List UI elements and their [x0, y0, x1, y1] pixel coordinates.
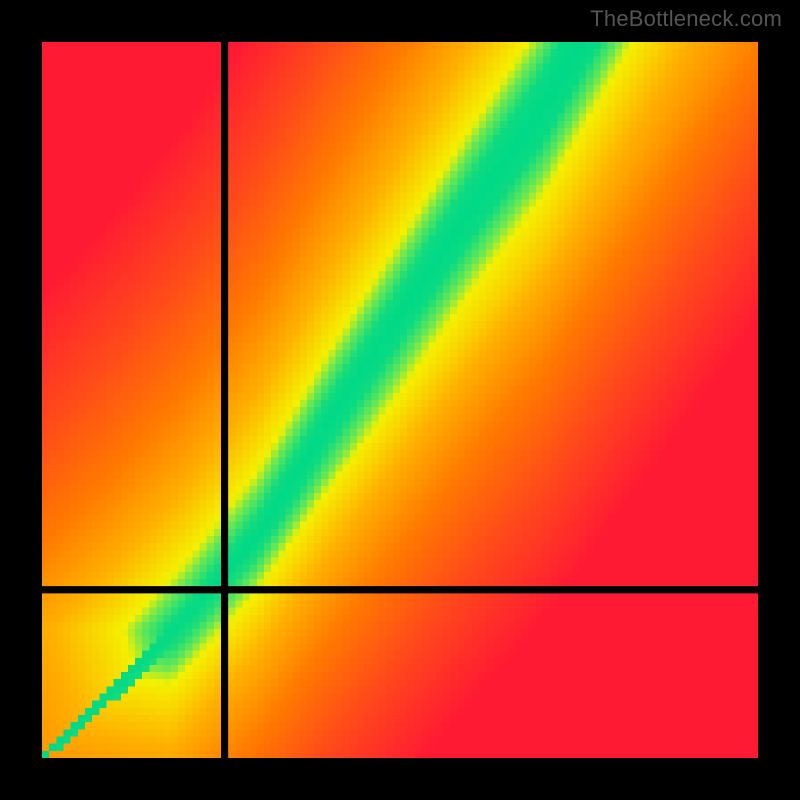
heatmap-overlay: [42, 42, 758, 758]
selection-marker: [220, 585, 230, 595]
watermark-text: TheBottleneck.com: [590, 6, 782, 32]
chart-container: TheBottleneck.com: [0, 0, 800, 800]
